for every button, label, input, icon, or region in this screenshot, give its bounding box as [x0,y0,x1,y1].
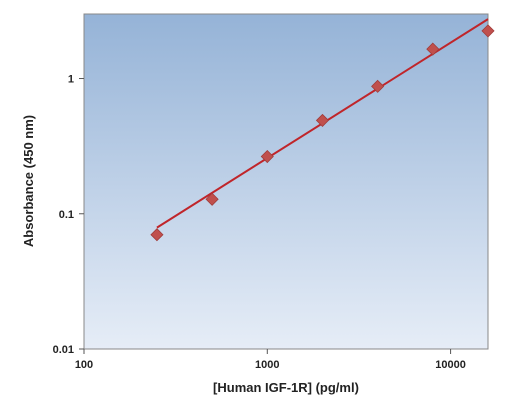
x-axis: 100 1000 10000 [75,349,466,371]
data-points [150,24,495,242]
y-axis-title: Absorbance (450 nm) [21,115,36,247]
y-tick-label: 1 [68,74,74,86]
y-axis: 0.01 0.1 1 [53,74,84,356]
data-point [426,42,440,56]
data-point [150,228,164,242]
data-point [205,192,219,206]
data-point [260,149,274,164]
data-point [315,113,330,127]
x-axis-title: [Human IGF-1R] (pg/ml) [213,380,359,395]
data-point [481,24,495,38]
x-tick-label: 100 [75,359,93,371]
plot-area [83,13,489,350]
x-tick-label: 10000 [435,359,466,371]
y-tick-label: 0.1 [59,209,74,221]
x-tick-label: 1000 [255,359,279,371]
y-tick-label: 0.01 [53,344,74,356]
data-point [371,79,385,93]
